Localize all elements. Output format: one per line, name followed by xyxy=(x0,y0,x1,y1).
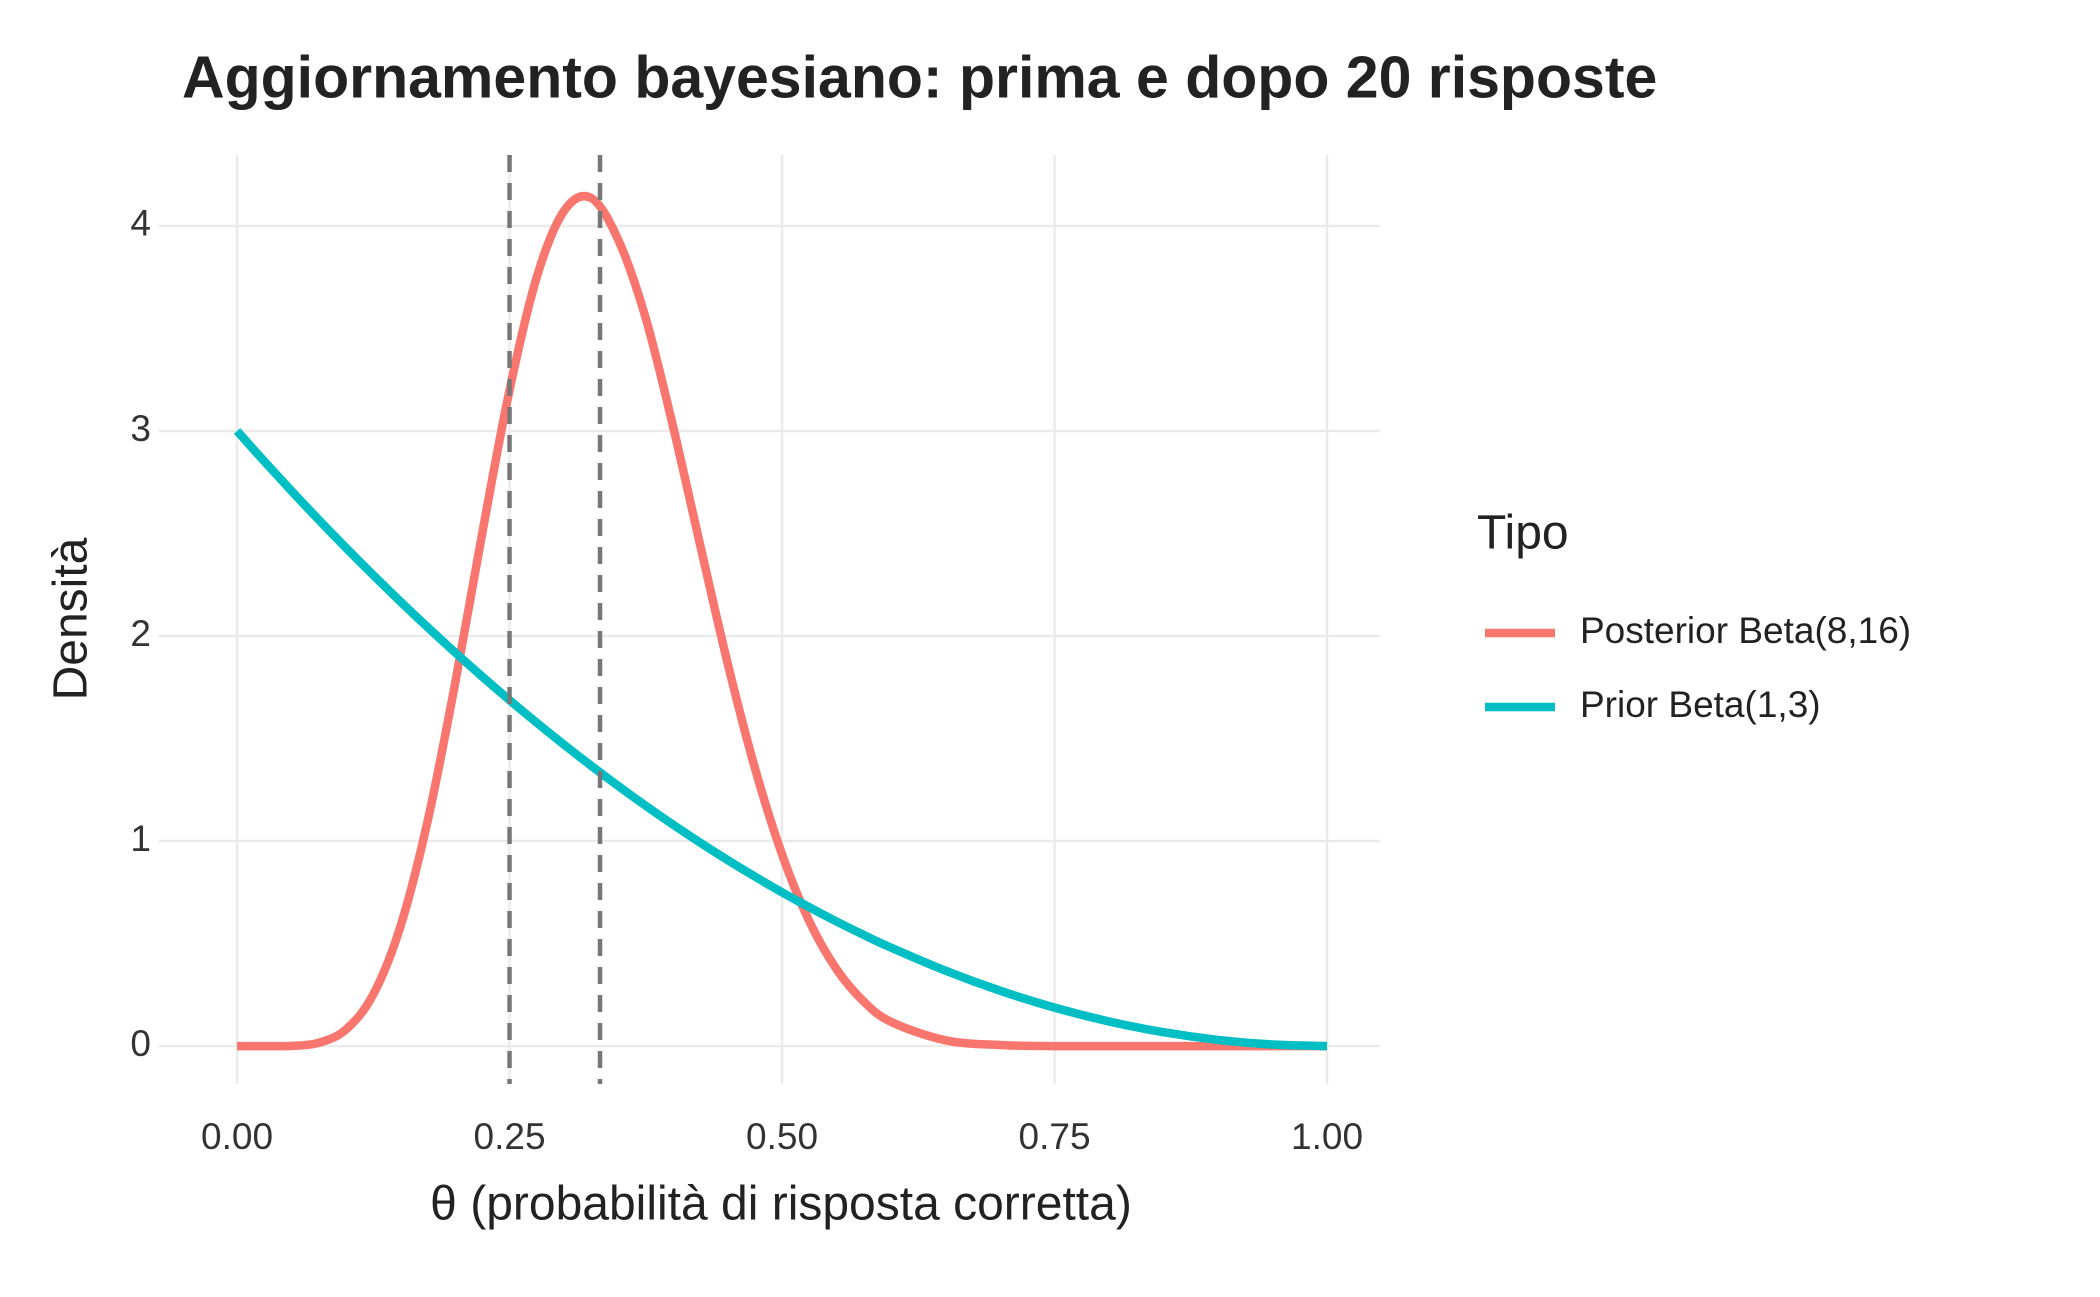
legend-title: Tipo xyxy=(1477,507,1569,560)
y-tick-label: 0 xyxy=(130,1023,151,1064)
x-tick-label: 0.25 xyxy=(474,1116,546,1157)
y-axis-title: Densità xyxy=(45,537,98,700)
x-tick-label: 0.00 xyxy=(201,1116,273,1157)
series-line xyxy=(233,428,1328,1051)
legend-label: Prior Beta(1,3) xyxy=(1580,684,1821,725)
chart-title: Aggiornamento bayesiano: prima e dopo 20… xyxy=(182,45,1657,111)
y-tick-label: 2 xyxy=(130,613,151,654)
y-tick-label: 3 xyxy=(130,408,151,449)
x-tick-label: 1.00 xyxy=(1291,1116,1363,1157)
y-tick-label: 1 xyxy=(130,818,151,859)
series-line xyxy=(237,191,1328,1051)
x-tick-label: 0.50 xyxy=(746,1116,818,1157)
x-axis-title: θ (probabilità di risposta corretta) xyxy=(430,1178,1132,1231)
y-tick-label: 4 xyxy=(130,203,151,244)
legend-label: Posterior Beta(8,16) xyxy=(1580,610,1911,651)
x-tick-label: 0.75 xyxy=(1019,1116,1091,1157)
